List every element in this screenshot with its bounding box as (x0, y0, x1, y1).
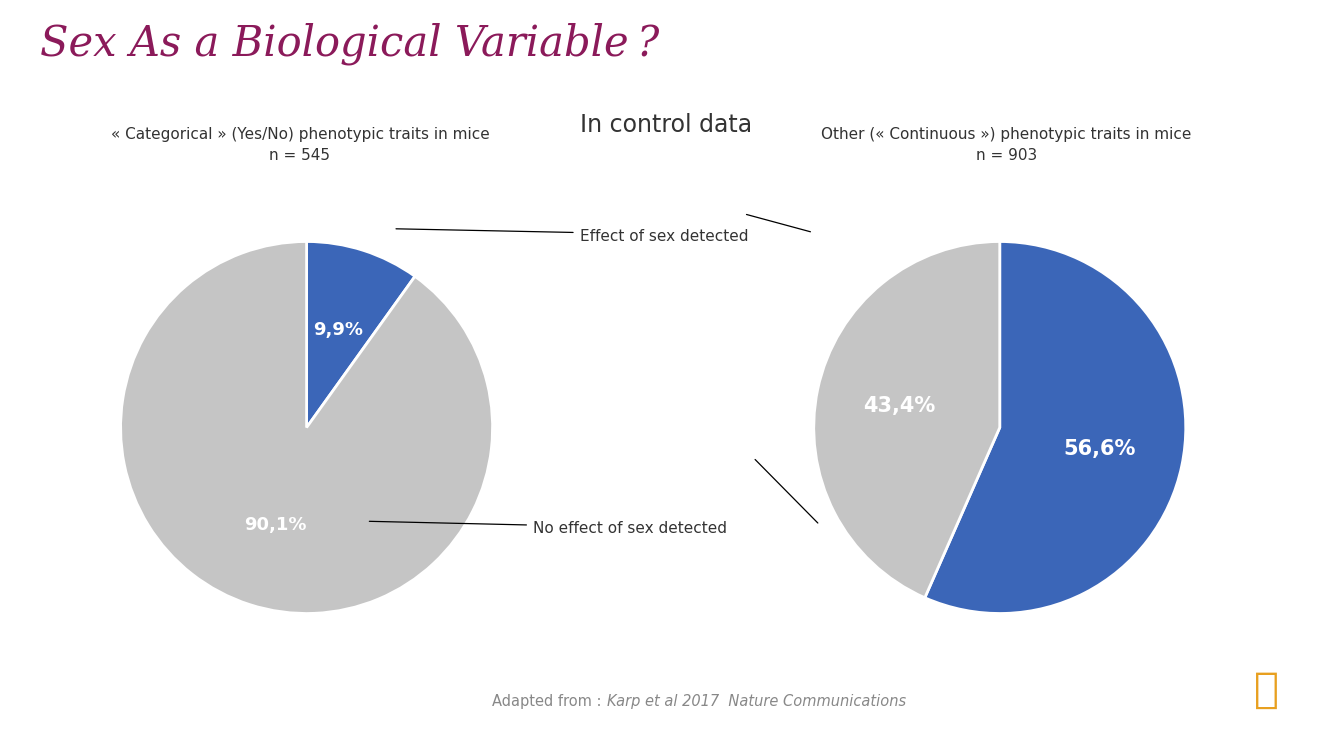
Text: « Categorical » (Yes/No) phenotypic traits in mice
n = 545: « Categorical » (Yes/No) phenotypic trai… (111, 128, 489, 164)
Text: 56,6%: 56,6% (1064, 439, 1136, 458)
Wedge shape (925, 242, 1186, 614)
Text: 𝄞: 𝄞 (1254, 669, 1278, 711)
Text: Karp et al 2017  Nature Communications: Karp et al 2017 Nature Communications (607, 694, 905, 709)
Wedge shape (307, 242, 415, 427)
Text: In control data: In control data (580, 112, 753, 136)
Wedge shape (813, 242, 1000, 598)
Text: Adapted from :: Adapted from : (492, 694, 607, 709)
Text: 9,9%: 9,9% (313, 321, 363, 339)
Wedge shape (120, 242, 493, 614)
Text: 90,1%: 90,1% (244, 516, 307, 534)
Text: 43,4%: 43,4% (864, 397, 936, 416)
Text: Sex As a Biological Variable ?: Sex As a Biological Variable ? (40, 22, 660, 65)
Text: No effect of sex detected: No effect of sex detected (533, 521, 728, 536)
Text: Effect of sex detected: Effect of sex detected (580, 229, 748, 244)
Text: Other (« Continuous ») phenotypic traits in mice
n = 903: Other (« Continuous ») phenotypic traits… (821, 128, 1192, 164)
